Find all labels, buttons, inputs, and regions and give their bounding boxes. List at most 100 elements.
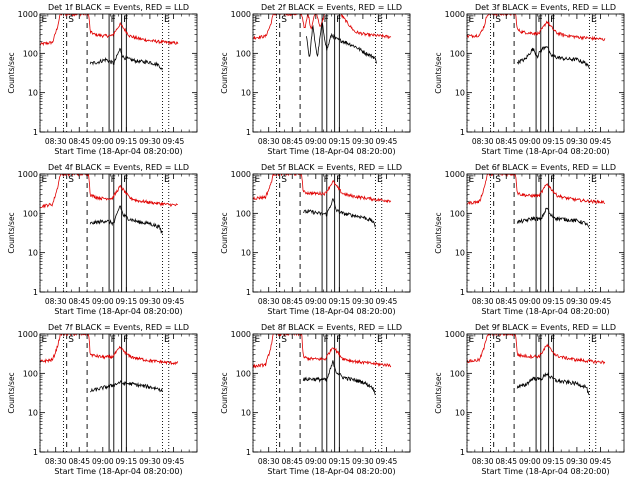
time-marker-label: S (281, 175, 287, 185)
x-tick-label: 08:45 (495, 457, 517, 466)
y-tick-label: 1 (246, 448, 251, 457)
x-tick-label: 09:00 (305, 137, 327, 146)
time-marker-label: E (42, 15, 48, 25)
x-tick-label: 09:30 (352, 297, 374, 306)
y-axis-label: Counts/sec (220, 52, 229, 93)
panel-title: Det 9f BLACK = Events, RED = LLD (475, 323, 616, 332)
time-marker-label: E (469, 175, 475, 185)
x-tick-label: 09:30 (352, 137, 374, 146)
plot-frame (252, 173, 411, 293)
events-series-line (302, 360, 376, 396)
x-tick-label: 09:00 (92, 457, 114, 466)
plot-frame (39, 173, 198, 293)
x-axis-label: Start Time (18-Apr-04 08:20:00) (267, 467, 395, 476)
y-tick-label: 10 (241, 409, 251, 418)
x-tick-label: 09:45 (590, 297, 612, 306)
x-tick-label: 09:45 (163, 457, 185, 466)
time-marker-label: F (550, 335, 555, 345)
y-tick-label: 1 (460, 128, 465, 137)
time-marker-label: F (324, 335, 329, 345)
x-tick-label: 09:45 (376, 297, 398, 306)
x-tick-label: 08:30 (472, 457, 494, 466)
y-tick-label: 100 (450, 209, 465, 218)
x-tick-label: 09:15 (543, 137, 565, 146)
x-tick-label: 09:15 (116, 137, 138, 146)
x-axis-label: Start Time (18-Apr-04 08:20:00) (481, 307, 609, 316)
time-marker-label: E (42, 335, 48, 345)
x-tick-label: 09:00 (92, 137, 114, 146)
y-tick-label: 1000 (445, 330, 465, 339)
y-tick-label: 100 (450, 49, 465, 58)
plot-frame (252, 13, 411, 133)
time-marker-label: E (255, 15, 261, 25)
y-tick-label: 100 (236, 369, 251, 378)
time-marker-label: F (123, 335, 128, 345)
y-tick-label: 100 (23, 49, 38, 58)
panel-title: Det 1f BLACK = Events, RED = LLD (48, 3, 189, 12)
panel-title: Det 2f BLACK = Events, RED = LLD (261, 3, 402, 12)
x-tick-label: 08:30 (258, 137, 280, 146)
x-tick-label: 08:30 (258, 457, 280, 466)
events-series-line (89, 205, 163, 234)
y-tick-label: 10 (455, 89, 465, 98)
x-tick-label: 08:45 (281, 457, 303, 466)
lld-series-line (467, 14, 606, 42)
events-series-line (303, 197, 376, 228)
y-tick-label: 10 (28, 89, 38, 98)
y-tick-label: 10 (28, 249, 38, 258)
time-marker-label: E (377, 335, 383, 345)
x-axis-label: Start Time (18-Apr-04 08:20:00) (54, 147, 182, 156)
x-axis-label: Start Time (18-Apr-04 08:20:00) (267, 147, 395, 156)
x-tick-label: 09:45 (376, 137, 398, 146)
y-tick-label: 100 (236, 209, 251, 218)
y-tick-label: 1000 (445, 170, 465, 179)
y-axis-label: Counts/sec (7, 372, 16, 413)
x-tick-label: 09:15 (329, 457, 351, 466)
time-marker-label: F (336, 335, 341, 345)
x-tick-label: 08:45 (495, 137, 517, 146)
events-series-line (89, 47, 163, 71)
y-tick-label: 10 (455, 409, 465, 418)
x-tick-label: 09:15 (116, 457, 138, 466)
time-marker-label: F (111, 175, 116, 185)
x-tick-label: 09:15 (329, 137, 351, 146)
y-tick-label: 10 (455, 249, 465, 258)
time-marker-label: S (495, 335, 501, 345)
x-tick-label: 09:30 (566, 297, 588, 306)
x-tick-label: 09:00 (92, 297, 114, 306)
panel-title: Det 7f BLACK = Events, RED = LLD (48, 323, 189, 332)
y-tick-label: 1 (246, 128, 251, 137)
time-marker-label: S (281, 15, 287, 25)
y-axis-label: Counts/sec (7, 212, 16, 253)
plot-frame (39, 13, 198, 133)
x-axis-label: Start Time (18-Apr-04 08:20:00) (54, 467, 182, 476)
time-marker-label: E (164, 15, 170, 25)
time-marker-label: S (68, 335, 74, 345)
panel-title: Det 6f BLACK = Events, RED = LLD (475, 163, 616, 172)
time-marker-label: F (336, 15, 341, 25)
y-tick-label: 10 (241, 89, 251, 98)
time-marker-label: E (377, 15, 383, 25)
x-tick-label: 09:00 (519, 137, 541, 146)
lld-series-line (253, 14, 392, 41)
plot-frame (466, 13, 625, 133)
lld-series-line (40, 174, 178, 209)
time-marker-label: F (538, 175, 543, 185)
x-axis-label: Start Time (18-Apr-04 08:20:00) (481, 467, 609, 476)
x-tick-label: 09:15 (543, 457, 565, 466)
x-tick-label: 09:30 (352, 457, 374, 466)
x-tick-label: 09:45 (590, 457, 612, 466)
x-axis-label: Start Time (18-Apr-04 08:20:00) (267, 307, 395, 316)
y-tick-label: 100 (450, 369, 465, 378)
events-series-line (516, 45, 590, 69)
time-marker-label: S (68, 15, 74, 25)
x-tick-label: 09:45 (376, 457, 398, 466)
y-tick-label: 100 (23, 369, 38, 378)
time-marker-label: E (164, 175, 170, 185)
events-series-line (516, 372, 590, 396)
